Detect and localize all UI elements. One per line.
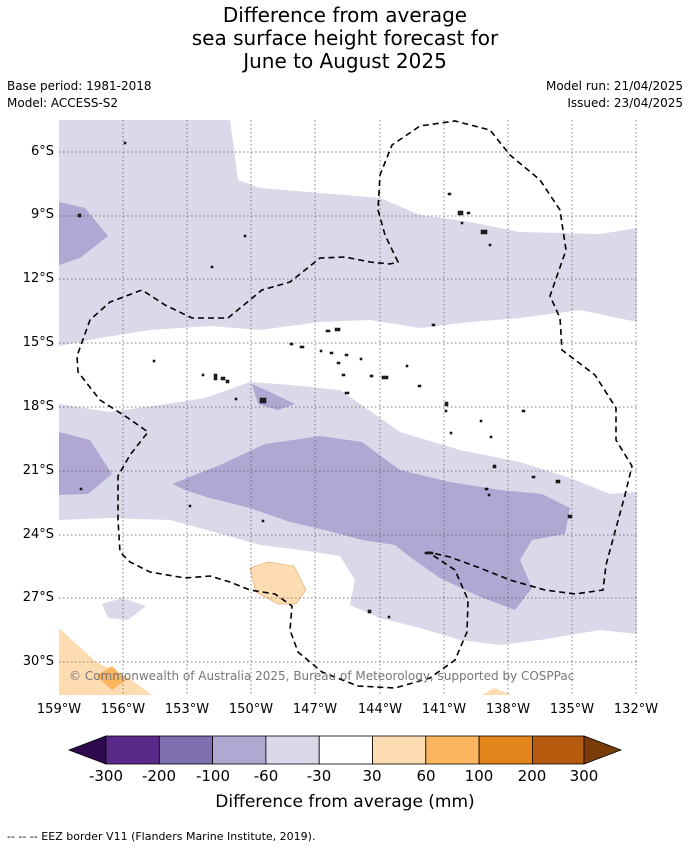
lon-label-138w: 138°W — [485, 702, 531, 717]
colorbar-label-10: 300 — [569, 767, 599, 785]
title-line-1: Difference from average — [222, 3, 468, 27]
colorbar-bin-6 — [372, 735, 427, 765]
meta-left: Base period: 1981-2018 Model: ACCESS-S2 — [7, 78, 152, 112]
lat-label-15s: 15°S — [22, 335, 54, 350]
colorbar-below-arrow — [67, 735, 107, 765]
copyright-notice: © Commonwealth of Australia 2025, Bureau… — [69, 669, 575, 683]
colorbar-label-2: -200 — [141, 767, 177, 785]
positive-patch-southwest — [59, 628, 152, 695]
colorbar-label-6: 30 — [362, 767, 382, 785]
eez-border — [76, 120, 633, 689]
colorbar-label-3: -100 — [195, 767, 231, 785]
model-run: Model run: 21/04/2025 — [545, 79, 683, 93]
colorbar-label-5: -30 — [306, 767, 332, 785]
lat-label-21s: 21°S — [22, 463, 54, 478]
eez-footnote: -- -- -- EEZ border V11 (Flanders Marine… — [7, 830, 316, 843]
anomaly-patch-small — [252, 384, 295, 410]
lon-label-153w: 153°W — [164, 702, 210, 717]
colorbar-label-4: -60 — [253, 767, 279, 785]
lat-label-30s: 30°S — [22, 654, 54, 669]
positive-patch-southwest-inner — [96, 666, 126, 690]
colorbar-label-7: 60 — [416, 767, 436, 785]
colorbar-label-8: 100 — [464, 767, 494, 785]
colorbar-above-arrow — [583, 735, 623, 765]
lat-label-24s: 24°S — [22, 527, 54, 542]
lat-label-6s: 6°S — [30, 144, 54, 159]
lon-label-147w: 147°W — [292, 702, 338, 717]
positive-patch-central — [249, 561, 307, 605]
model-name: Model: ACCESS-S2 — [7, 96, 119, 110]
lat-label-12s: 12°S — [22, 271, 54, 286]
colorbar-bin-3 — [212, 735, 267, 765]
lat-label-27s: 27°S — [22, 590, 54, 605]
colorbar-label-9: 200 — [517, 767, 547, 785]
anomaly-patch-southwest — [59, 432, 112, 495]
base-period: Base period: 1981-2018 — [7, 79, 152, 93]
anomaly-map — [59, 120, 637, 695]
islands — [77, 141, 573, 619]
colorbar-bin-4 — [265, 735, 320, 765]
lat-label-18s: 18°S — [22, 399, 54, 414]
colorbar-label-1: -300 — [88, 767, 124, 785]
lat-label-9s: 9°S — [30, 207, 54, 222]
map-title: Difference from average sea surface heig… — [0, 4, 690, 73]
lon-label-141w: 141°W — [421, 702, 467, 717]
anomaly-band-north — [59, 120, 637, 346]
colorbar-bin-9 — [532, 735, 585, 765]
colorbar-bin-2 — [158, 735, 214, 765]
title-line-2: sea surface height forecast for — [191, 26, 499, 50]
lon-label-132w: 132°W — [613, 702, 659, 717]
meta-right: Model run: 21/04/2025 Issued: 23/04/2025 — [546, 78, 683, 112]
lon-label-144w: 144°W — [357, 702, 403, 717]
lon-label-135w: 135°W — [549, 702, 595, 717]
title-line-3: June to August 2025 — [243, 49, 447, 73]
lon-label-159w: 159°W — [36, 702, 82, 717]
anomaly-patch-central — [172, 436, 570, 610]
colorbar-bin-5 — [318, 735, 373, 765]
anomaly-patch-west — [59, 202, 108, 265]
lon-label-156w: 156°W — [100, 702, 146, 717]
colorbar — [67, 735, 623, 765]
colorbar-bin-1 — [105, 735, 160, 765]
colorbar-bin-7 — [425, 735, 480, 765]
anomaly-patch-islet — [102, 598, 146, 620]
issued-date: Issued: 23/04/2025 — [567, 96, 683, 110]
lon-label-150w: 150°W — [228, 702, 274, 717]
colorbar-bin-8 — [478, 735, 533, 765]
positive-patch-south — [482, 688, 512, 695]
colorbar-title: Difference from average (mm) — [215, 792, 475, 812]
gridlines — [59, 120, 637, 695]
